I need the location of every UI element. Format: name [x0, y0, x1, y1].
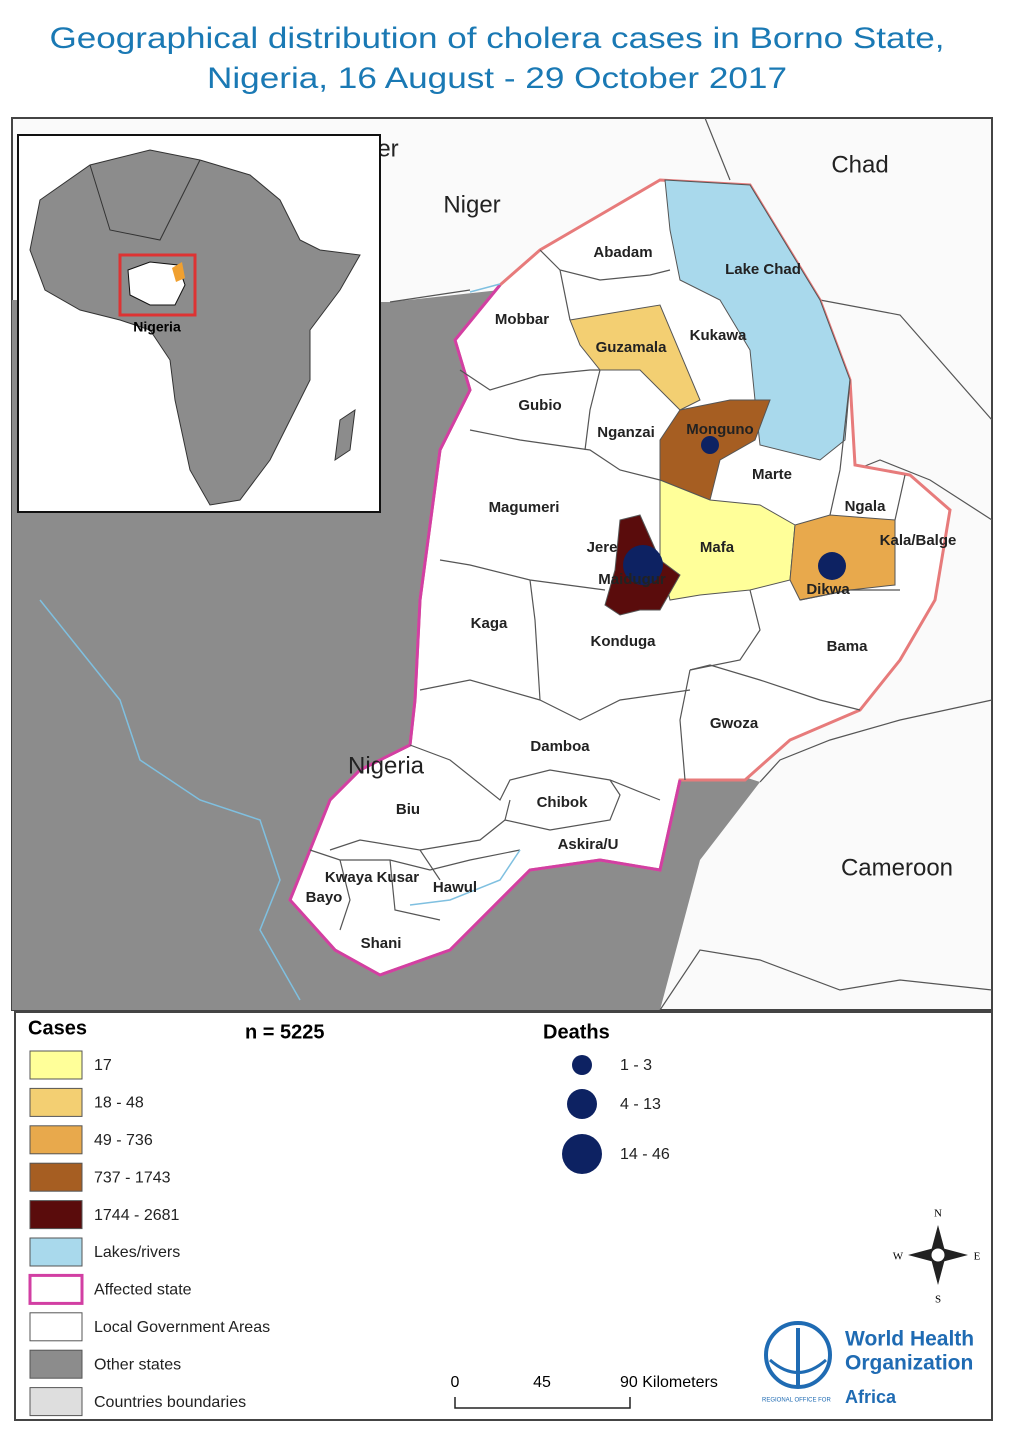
- legend-label: Countries boundaries: [94, 1394, 246, 1411]
- lga-label: Gwoza: [710, 715, 759, 732]
- legend-label: 49 - 736: [94, 1132, 153, 1149]
- lga-label: Marte: [752, 466, 792, 483]
- compass-label: N: [934, 1208, 942, 1220]
- death-symbol: [572, 1055, 592, 1075]
- title: Geographical distribution of cholera cas…: [50, 22, 945, 55]
- legend-swatch: [29, 1162, 83, 1192]
- lga-label: Ngala: [845, 498, 887, 515]
- lga-label: Mafa: [700, 539, 735, 556]
- compass-label: S: [935, 1294, 941, 1306]
- country-label: Chad: [831, 151, 888, 178]
- legend-swatch: [28, 1273, 84, 1305]
- legend-swatch: [29, 1087, 83, 1117]
- case-count: n = 5225: [245, 1021, 325, 1043]
- country-label: Cameroon: [841, 854, 953, 881]
- lga-label: Askira/U: [558, 836, 619, 853]
- death-symbol: [562, 1134, 602, 1174]
- country-label: er: [377, 135, 398, 162]
- legend-title: Deaths: [543, 1021, 610, 1043]
- lga-label: Shani: [361, 935, 402, 952]
- lga-label: Magumeri: [489, 499, 560, 516]
- lga-label: Kwaya Kusar: [325, 869, 419, 886]
- legend-label: 1 - 3: [620, 1057, 652, 1074]
- legend-label: 737 - 1743: [94, 1169, 171, 1186]
- lga-label: Nganzai: [597, 424, 655, 441]
- legend-swatch: [29, 1349, 83, 1379]
- lga-label: Hawul: [433, 879, 477, 896]
- logo-text: World Health: [845, 1328, 974, 1351]
- death-symbol: [567, 1089, 597, 1119]
- lga-label: Chibok: [537, 794, 588, 811]
- logo-text: REGIONAL OFFICE FOR: [762, 1398, 831, 1404]
- lga-label: Maidugur: [598, 571, 666, 588]
- legend-swatch: [29, 1387, 83, 1417]
- legend-label: Other states: [94, 1356, 181, 1373]
- lga-label: Biu: [396, 801, 420, 818]
- title: Nigeria, 16 August - 29 October 2017: [207, 62, 787, 95]
- legend-label: 17: [94, 1057, 112, 1074]
- lga-label: Monguno: [686, 421, 753, 438]
- compass: N S E W: [893, 1208, 981, 1306]
- scale-label: 45: [533, 1374, 551, 1391]
- who-logo: World Health Organization REGIONAL OFFIC…: [762, 1321, 974, 1407]
- scale-label: 90 Kilometers: [620, 1374, 718, 1391]
- compass-label: W: [893, 1251, 904, 1263]
- legend-label: Affected state: [94, 1282, 192, 1299]
- lga-label: Mobbar: [495, 311, 549, 328]
- lga-label: Kukawa: [690, 327, 747, 344]
- legend-label: 18 - 48: [94, 1095, 144, 1112]
- legend-label: Local Government Areas: [94, 1319, 270, 1336]
- lga-label: Damboa: [530, 738, 590, 755]
- legend-label: Lakes/rivers: [94, 1244, 180, 1261]
- lga-label: Jere: [587, 539, 618, 556]
- compass-label: E: [974, 1251, 981, 1263]
- legend-swatch: [29, 1237, 83, 1267]
- lga-label: Bayo: [306, 889, 343, 906]
- scale-label: 0: [451, 1374, 460, 1391]
- lga-label: Kala/Balge: [880, 532, 957, 549]
- legend-title: Cases: [28, 1017, 87, 1039]
- legend-label: 1744 - 2681: [94, 1207, 180, 1224]
- lga-label: Abadam: [593, 244, 652, 261]
- legend-label: 14 - 46: [620, 1146, 670, 1163]
- lga-label: Guzamala: [596, 339, 668, 356]
- logo-text: Africa: [845, 1387, 897, 1407]
- lga-label: Gubio: [518, 397, 561, 414]
- lga-label: Dikwa: [806, 581, 850, 598]
- map: er Niger Chad Cameroon Nigeria Abadam Lak…: [11, 117, 993, 1011]
- scale-bar: 0 45 90 Kilometers: [451, 1374, 718, 1409]
- lga-label: Konduga: [591, 633, 657, 650]
- legend-swatch: [29, 1125, 83, 1155]
- legend-label: 4 - 13: [620, 1096, 661, 1113]
- lga-label: Kaga: [471, 615, 508, 632]
- legend-swatch: [29, 1050, 83, 1080]
- logo-text: Organization: [845, 1352, 973, 1375]
- legend-swatch: [29, 1312, 83, 1342]
- lga-label: Lake Chad: [725, 261, 801, 278]
- inset-label: Nigeria: [133, 319, 181, 335]
- legend-swatch: [29, 1200, 83, 1230]
- country-label: Niger: [443, 191, 500, 218]
- lga-label: Bama: [827, 638, 869, 655]
- country-label: Nigeria: [348, 752, 425, 779]
